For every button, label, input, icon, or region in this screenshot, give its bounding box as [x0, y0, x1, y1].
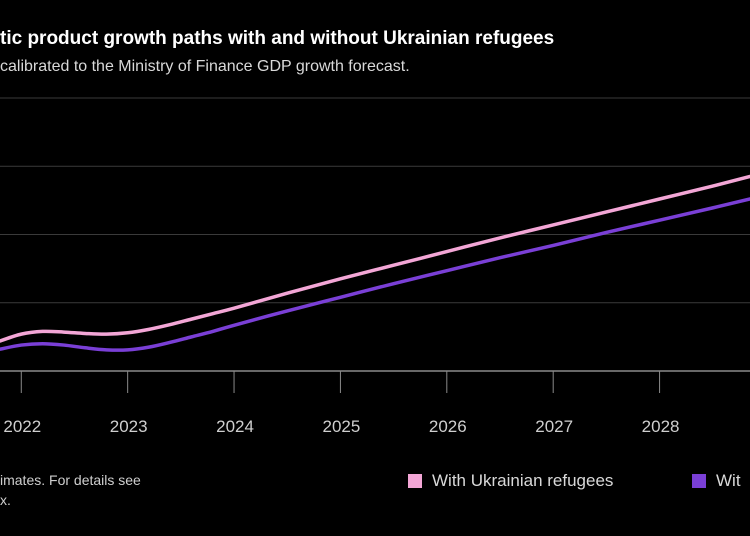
series-line-with-refugees: [0, 174, 750, 343]
x-tick-label-2024: 2024: [216, 417, 254, 436]
legend-swatch-without-refugees: [692, 474, 706, 488]
legend-label-without-refugees: Wit: [716, 471, 741, 490]
x-tick-label-2025: 2025: [323, 417, 361, 436]
x-tick-label-2027: 2027: [535, 417, 573, 436]
legend-label-with-refugees: With Ukrainian refugees: [432, 471, 614, 490]
legend-item-without-refugees: Wit: [692, 471, 741, 491]
legend-swatch-with-refugees: [408, 474, 422, 488]
series-line-without-refugees: [0, 197, 750, 352]
note-line-1: imates. For details see: [0, 472, 141, 488]
legend-item-with-refugees: With Ukrainian refugees: [408, 471, 613, 491]
x-tick-label-2022: 2022: [3, 417, 41, 436]
chart-subtitle: calibrated to the Ministry of Finance GD…: [0, 58, 410, 75]
x-tick-label-2026: 2026: [429, 417, 467, 436]
chart-title: tic product growth paths with and withou…: [0, 28, 555, 49]
x-tick-label-2023: 2023: [110, 417, 148, 436]
x-tick-label-2028: 2028: [642, 417, 680, 436]
note-line-2: x.: [0, 492, 11, 508]
source-note: imates. For details see x.: [0, 470, 141, 510]
